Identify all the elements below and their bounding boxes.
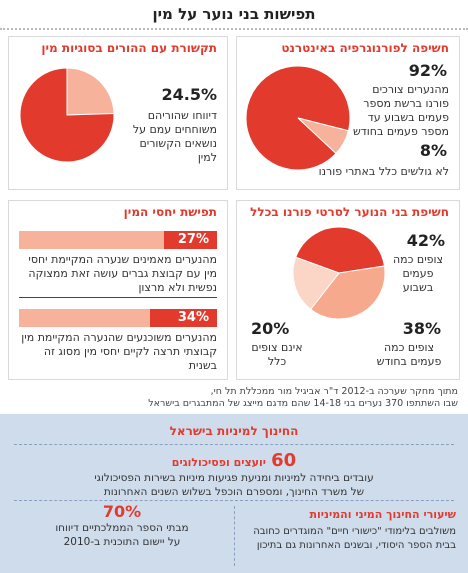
pie-slice bbox=[66, 67, 115, 116]
pie-parents bbox=[19, 67, 115, 163]
label-weekly: צופים כמה פעמים בשבוע bbox=[392, 253, 444, 294]
pie-porn-exposure bbox=[245, 65, 351, 171]
value-weekly: 42% bbox=[406, 231, 445, 250]
source-line-2: שבו השתתפו 370 נערים בני 14-18 שהם מדגם … bbox=[148, 398, 458, 409]
panel-heading: תקשורת עם ההורים בסוגיות מין bbox=[41, 41, 217, 55]
text-parents: דיווחו שהוריהם משוחחים עמם על נושאים הקש… bbox=[132, 109, 217, 164]
schools-block: 70% מבתי הספר הממלכתיים דיווחו על יישום … bbox=[24, 502, 220, 549]
schools-text-2: על יישום התוכנית ב-2010 bbox=[63, 536, 181, 548]
schools-text-1: מבתי הספר הממלכתיים דיווחו bbox=[55, 522, 189, 534]
divider bbox=[19, 297, 217, 298]
pie-slice bbox=[309, 265, 386, 320]
bar-track-1: 27% bbox=[19, 231, 217, 249]
value-main: 92% bbox=[408, 61, 447, 80]
bar-fill-34: 34% bbox=[149, 309, 217, 327]
lessons-text-2: בבית הספר היסודי, ובשנים האחרונות גם בתי… bbox=[256, 540, 456, 551]
divider-vertical bbox=[234, 506, 235, 566]
panel-heading: תפישת יחסי המין bbox=[123, 205, 217, 219]
lessons-block: שיעורי החינוך המיני והמיניות משולבים בלי… bbox=[242, 508, 456, 553]
pie-frequency bbox=[292, 226, 386, 320]
source-line-1: מתוך מחקר שערכה ב-2012 ד"ר אביגיל מור ממ… bbox=[210, 386, 458, 397]
bar-track-2: 34% bbox=[19, 309, 217, 327]
panel-sexual-relations: תפישת יחסי המין 27% מהנערים מאמינים שנער… bbox=[8, 200, 228, 380]
pie-slice bbox=[19, 67, 115, 163]
bar-text-1: מהנערים מאמינים שנערה המקיימת יחסי מין ע… bbox=[28, 253, 217, 294]
pie-slice bbox=[292, 256, 340, 310]
pie-slices bbox=[292, 226, 386, 320]
education-section: החינוך למיניות בישראל 60 יועצים ופסיכולו… bbox=[0, 414, 468, 573]
text-minor: לא גולשים כלל באתרי פורנו bbox=[318, 165, 449, 178]
panel-parents: תקשורת עם ההורים בסוגיות מין 24.5% דיווח… bbox=[8, 36, 228, 190]
value-parents: 24.5% bbox=[161, 85, 217, 104]
bar-text-2: מהנערים משוכנעים שהנערה המקיימת מין קבוצ… bbox=[21, 331, 217, 372]
panel-frequency: חשיפת בני הנוער לסרטי פורנו בכלל 42% צופ… bbox=[236, 200, 460, 380]
divider-middle bbox=[14, 500, 454, 501]
bar-value: 34% bbox=[177, 310, 209, 325]
schools-value: 70% bbox=[102, 502, 142, 521]
page-title: תפישות בני נוער על מין bbox=[152, 5, 316, 23]
pie-slice bbox=[297, 117, 350, 155]
panel-heading: חשיפת בני הנוער לסרטי פורנו בכלל bbox=[250, 205, 449, 219]
counselors-label: יועצים ופסיכולוגים bbox=[171, 456, 267, 469]
panel-heading: חשיפה לפורנוגרפיה באינטרנט bbox=[281, 41, 449, 55]
bar-value: 27% bbox=[177, 232, 209, 247]
value-monthly: 38% bbox=[402, 319, 441, 338]
counselors-text-1: עובדים ביחידה למיניות ומניעת פגיעות מיני… bbox=[94, 472, 374, 484]
pie-slices bbox=[245, 65, 351, 171]
bar-fill-27: 27% bbox=[163, 231, 217, 249]
value-none: 20% bbox=[251, 319, 290, 338]
pie-slice bbox=[295, 226, 386, 274]
counselors-value: 60 bbox=[271, 450, 297, 471]
label-monthly: צופים כמה פעמים בחודש bbox=[376, 341, 442, 368]
panel-porn-exposure: חשיפה לפורנוגרפיה באינטרנט 92% מהנערים צ… bbox=[236, 36, 460, 190]
label-none: אינם צופים כלל bbox=[251, 341, 303, 368]
education-title: החינוך למיניות בישראל bbox=[169, 424, 299, 438]
lessons-title: שיעורי החינוך המיני והמיניות bbox=[309, 508, 456, 521]
text-main: מהנערים צורכים פורנו ברשת מספר פעמים בשב… bbox=[352, 83, 449, 138]
counselors-block: 60 יועצים ופסיכולוגים עובדים ביחידה למינ… bbox=[20, 450, 448, 499]
counselors-text-2: של משרד החינוך, ומספרם הוכפל בשלוש השנים… bbox=[103, 486, 365, 498]
source-note: מתוך מחקר שערכה ב-2012 ד"ר אביגיל מור ממ… bbox=[8, 386, 458, 410]
pie-slices bbox=[19, 67, 115, 163]
divider-top bbox=[14, 444, 454, 445]
title-bar: תפישות בני נוער על מין bbox=[0, 0, 468, 30]
value-minor: 8% bbox=[419, 141, 447, 160]
lessons-text-1: משולבים בלימודי "כישורי חיים" המוגדרים כ… bbox=[253, 526, 456, 537]
